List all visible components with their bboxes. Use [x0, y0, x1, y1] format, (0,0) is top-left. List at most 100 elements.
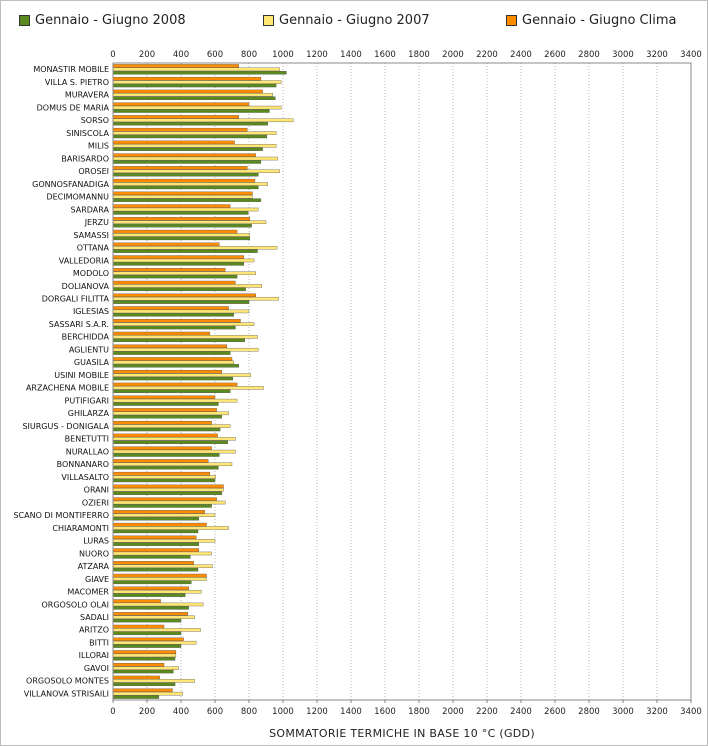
bar-clima-5 — [112, 127, 248, 132]
bar-2008-7 — [112, 160, 262, 164]
category-label-0: MONASTIR MOBILE — [33, 65, 109, 74]
bar-2008-11 — [112, 211, 249, 215]
bar-clima-43 — [112, 612, 188, 616]
bar-2008-29 — [112, 440, 228, 444]
bar-2007-23 — [112, 360, 234, 365]
category-label-22: AGLIENTU — [69, 345, 109, 354]
bar-clima-6 — [112, 140, 235, 145]
bar-clima-13 — [112, 229, 238, 234]
bar-clima-16 — [112, 268, 226, 272]
bar-2007-11 — [112, 207, 259, 212]
bar-clima-33 — [112, 484, 224, 489]
x-tick-label-top-1200: 1200 — [306, 50, 328, 60]
bar-2008-44 — [112, 631, 182, 636]
category-label-43: SADALI — [80, 613, 109, 622]
x-tick-label-bottom-600: 600 — [207, 707, 223, 717]
bar-2007-3 — [112, 105, 282, 110]
bar-2007-41 — [112, 589, 202, 594]
bar-2008-38 — [112, 555, 191, 559]
category-label-15: VALLEDORIA — [59, 256, 110, 265]
bar-clima-34 — [112, 497, 217, 501]
category-label-8: OROSEI — [78, 167, 109, 176]
bar-clima-47 — [112, 663, 165, 667]
bar-2007-12 — [112, 220, 267, 224]
bar-2007-38 — [112, 551, 212, 556]
bar-2008-47 — [112, 669, 174, 674]
chart-legend: Gennaio - Giugno 2008 Gennaio - Giugno 2… — [1, 13, 707, 33]
category-label-26: PUTIFIGARI — [65, 396, 109, 405]
category-label-7: BARISARDO — [61, 154, 109, 163]
bar-2008-24 — [112, 376, 234, 381]
legend-swatch-clima — [506, 15, 517, 26]
bar-clima-17 — [112, 280, 236, 285]
category-label-10: DECIMOMANNU — [46, 193, 109, 202]
bar-2007-36 — [112, 526, 229, 530]
bar-2007-27 — [112, 411, 229, 416]
bar-2008-15 — [112, 262, 245, 266]
bar-2008-23 — [112, 364, 239, 368]
category-label-28: SIURGUS - DONIGALA — [22, 422, 109, 431]
bar-2007-5 — [112, 131, 277, 135]
x-tick-label-bottom-1600: 1600 — [374, 707, 396, 717]
bar-2007-43 — [112, 615, 195, 619]
gridlines — [146, 63, 658, 700]
bar-2008-42 — [112, 606, 189, 610]
bar-2007-2 — [112, 93, 273, 97]
bar-2008-39 — [112, 567, 199, 572]
bar-clima-35 — [112, 510, 205, 514]
bar-clima-12 — [112, 217, 251, 221]
bar-2007-4 — [112, 118, 294, 123]
bar-2007-24 — [112, 373, 251, 377]
bar-clima-9 — [112, 178, 256, 183]
x-tick-label-bottom-1200: 1200 — [306, 707, 328, 717]
bar-2007-34 — [112, 500, 226, 505]
bar-clima-20 — [112, 319, 241, 323]
x-tick-label-bottom-2200: 2200 — [476, 707, 498, 717]
bar-clima-30 — [112, 446, 212, 450]
category-label-6: MILIS — [88, 142, 109, 151]
bar-clima-39 — [112, 561, 194, 565]
x-tick-label-top-200: 200 — [139, 50, 155, 60]
x-tick-label-top-2800: 2800 — [578, 50, 600, 60]
bar-2008-35 — [112, 516, 200, 521]
bar-2008-34 — [112, 504, 212, 508]
bar-2007-18 — [112, 296, 279, 301]
x-tick-label-top-0: 0 — [110, 50, 115, 60]
category-label-29: BENETUTTI — [65, 435, 109, 444]
bar-clima-3 — [112, 102, 250, 106]
bar-clima-36 — [112, 522, 207, 527]
bar-2008-14 — [112, 249, 258, 253]
bar-clima-38 — [112, 548, 200, 552]
bar-2008-8 — [112, 172, 259, 177]
category-label-36: CHIARAMONTI — [52, 524, 109, 533]
legend-item-2007: Gennaio - Giugno 2007 — [263, 13, 430, 28]
x-tick-label-bottom-200: 200 — [139, 707, 155, 717]
x-tick-label-top-1600: 1600 — [374, 50, 396, 60]
legend-label-2007: Gennaio - Giugno 2007 — [279, 13, 430, 28]
bar-clima-2 — [112, 89, 263, 94]
bar-2007-25 — [112, 386, 264, 390]
x-tick-label-bottom-400: 400 — [173, 707, 189, 717]
category-label-11: SARDARA — [71, 205, 110, 214]
category-label-23: GUASILA — [74, 358, 110, 367]
bar-2007-15 — [112, 258, 255, 263]
x-tick-label-bottom-1400: 1400 — [340, 707, 362, 717]
category-label-27: GHILARZA — [68, 409, 110, 418]
bar-clima-0 — [112, 64, 239, 68]
bar-2007-31 — [112, 462, 233, 467]
category-label-30: NURALLAO — [66, 447, 109, 456]
bar-clima-45 — [112, 637, 184, 641]
bar-2008-32 — [112, 478, 216, 483]
bar-clima-40 — [112, 573, 207, 578]
x-tick-label-top-1400: 1400 — [340, 50, 362, 60]
bar-2007-1 — [112, 80, 282, 84]
bar-2007-42 — [112, 602, 204, 607]
x-tick-label-top-2400: 2400 — [510, 50, 532, 60]
bar-clima-44 — [112, 624, 165, 629]
bar-clima-27 — [112, 408, 217, 412]
bar-clima-23 — [112, 357, 233, 361]
bar-clima-10 — [112, 191, 253, 196]
category-label-13: SAMASSI — [73, 231, 109, 240]
